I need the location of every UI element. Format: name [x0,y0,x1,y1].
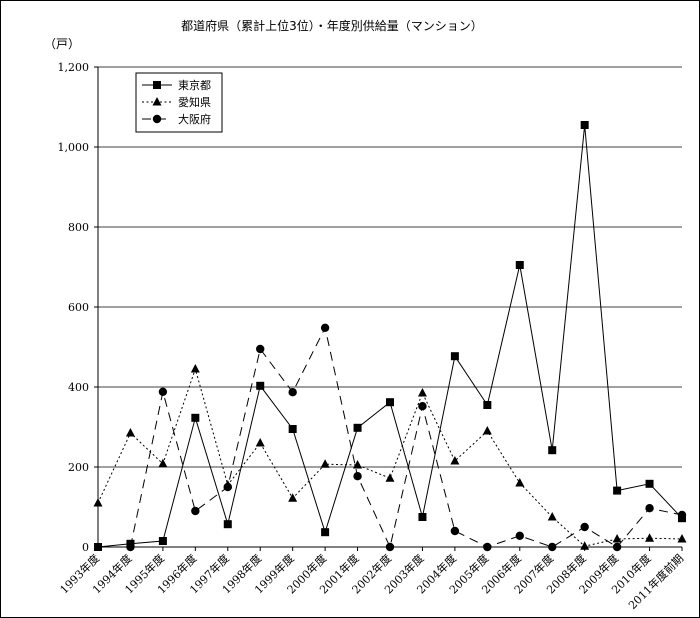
y-tick-labels: 0 200 400 600 800 1,000 1,200 [58,61,90,554]
series-line [97,124,683,548]
series-1 [94,121,686,551]
series-3 [126,323,687,552]
data-point-triangle [612,534,622,543]
y-tick-label: 600 [68,301,89,314]
data-point-circle [256,344,265,354]
data-point-triangle [93,498,103,507]
chart-title: 都道府県（累計上位3位）・年度別供給量（マンション） [181,18,483,33]
data-point-triangle [515,478,525,487]
legend-label: 愛知県 [178,95,211,109]
y-tick-label: 1,000 [58,141,90,154]
data-point-square [645,479,654,488]
data-point-square [153,81,161,89]
data-point-triangle [645,533,655,542]
data-point-circle [126,542,135,552]
data-point-circle [483,542,492,552]
data-point-circle [385,542,395,552]
data-point-square [386,398,394,407]
series-line [97,367,683,547]
y-tick-label: 200 [68,461,89,474]
data-point-circle [288,388,297,397]
data-point-square [223,520,232,529]
data-point-circle [612,542,622,552]
data-point-triangle [580,541,590,550]
data-point-circle [515,531,524,540]
data-point-square [483,401,492,409]
data-point-triangle [158,458,168,468]
data-point-square [613,486,622,495]
data-point-triangle [255,438,265,447]
data-point-triangle [152,97,162,106]
data-point-triangle [450,456,460,465]
data-point-square [548,446,557,455]
data-point-circle [580,522,589,532]
legend-label: 大阪府 [178,112,211,126]
data-point-circle [677,510,687,520]
data-point-circle [223,482,232,492]
y-tick-label: 800 [68,221,89,234]
data-point-circle [548,542,557,552]
data-point-circle [645,504,654,513]
series-line [129,326,683,549]
data-point-circle [158,387,168,396]
data-point-square [353,423,362,432]
data-point-circle [450,526,460,536]
legend-label: 東京都 [178,78,211,92]
data-point-triangle [677,534,687,543]
data-point-triangle [353,460,363,469]
data-point-triangle [482,426,492,435]
data-point-square [580,121,589,129]
y-tick-label: 400 [68,381,89,394]
data-point-circle [418,402,427,411]
y-tick-label: 0 [82,541,89,554]
data-point-square [450,352,459,361]
y-axis-label: （戸） [44,37,80,51]
data-point-triangle [547,512,557,521]
data-point-square [321,528,330,537]
data-point-square [94,543,102,551]
data-point-triangle [125,428,135,437]
series-2 [93,364,687,550]
y-tick-label: 1,200 [58,61,90,74]
data-point-triangle [190,364,200,373]
data-point-square [418,513,427,521]
data-point-triangle [320,459,330,468]
grid-lines [98,66,682,468]
data-point-square [191,413,200,422]
data-point-triangle [385,473,395,482]
data-point-triangle [417,388,427,397]
x-tick-labels: 1993年度1994年度1995年度1996年度1997年度1998年度1999… [57,551,686,612]
x-tick-label: 2011年度前期 [625,551,686,612]
data-point-square [256,381,265,390]
data-point-circle [320,323,330,332]
data-point-circle [191,506,200,516]
data-point-square [288,425,297,433]
data-point-circle [353,472,362,481]
data-point-triangle [288,493,298,502]
data-point-circle [152,114,162,124]
data-point-square [158,537,167,545]
data-point-square [515,261,524,269]
legend-box [135,72,223,133]
series-layer [93,121,687,552]
